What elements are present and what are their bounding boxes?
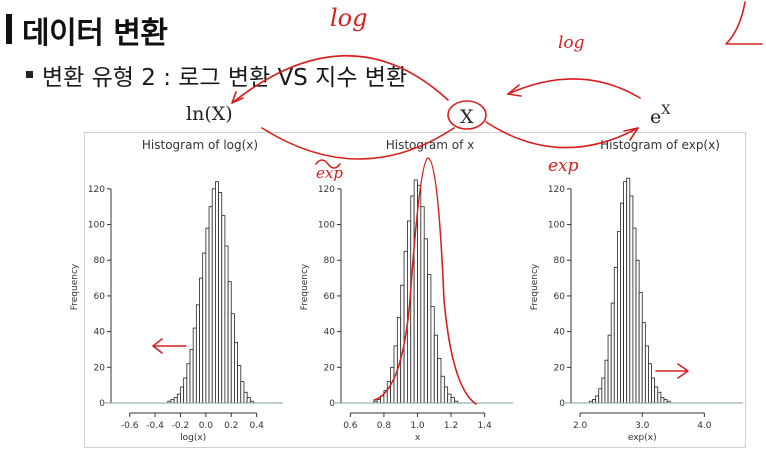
right-skew-arrow	[655, 363, 689, 379]
y-tick-label: 120	[88, 185, 105, 195]
x-tick-label: 0.4	[249, 421, 264, 431]
x-tick-label: -0.2	[172, 421, 190, 431]
chart-title: Histogram of x	[386, 138, 475, 152]
y-tick-label: 60	[554, 292, 566, 302]
left-skew-arrow	[152, 338, 187, 354]
x-axis-label: log(x)	[180, 433, 206, 443]
x-label: X	[460, 106, 474, 128]
y-tick-label: 120	[318, 185, 335, 195]
chart-title: Histogram of log(x)	[142, 138, 258, 152]
right-log-arrowhead	[507, 84, 522, 97]
x-axis-label: x	[415, 433, 421, 443]
y-tick-label: 0	[99, 399, 105, 409]
y-tick-label: 40	[324, 328, 336, 338]
x-tick-label: 0.0	[199, 421, 214, 431]
y-tick-label: 40	[554, 328, 566, 338]
bullet-text: 변환 유형 2 : 로그 변환 VS 지수 변환	[42, 65, 408, 91]
x-circle	[447, 100, 487, 130]
right-exp-arrow	[485, 121, 639, 149]
x-tick-label: 1.4	[477, 421, 492, 431]
top-log-annotation: log	[330, 4, 368, 32]
x-tick-label: -0.4	[146, 421, 164, 431]
y-tick-label: 120	[548, 185, 565, 195]
x-axis-label: exp(x)	[628, 433, 657, 443]
y-tick-label: 40	[94, 328, 106, 338]
x-tick-label: 3.0	[635, 421, 650, 431]
title-accent-bar	[6, 14, 12, 44]
y-tick-label: 100	[548, 221, 565, 231]
histogram-1: Histogram of log(x) 0 20 40 60 80 100 120 Freque…	[70, 138, 283, 443]
right-log-arrow	[507, 78, 641, 99]
exp-base: e	[650, 106, 662, 128]
y-tick-label: 80	[324, 256, 336, 266]
y-axis-label: Frequency	[530, 263, 540, 310]
x-tick-label: 0.6	[343, 421, 358, 431]
x-tick-label: 2.0	[573, 421, 588, 431]
x-tick-label: 4.0	[697, 421, 712, 431]
ln-x-label: ln(X)	[186, 103, 233, 125]
histogram-panel: Histogram of log(x) 0 20 40 60 80 100 120 Freque…	[70, 132, 746, 448]
log-arrow	[231, 55, 449, 104]
exp-exponent: X	[661, 103, 671, 118]
y-axis-label: Frequency	[300, 263, 310, 310]
y-tick-label: 20	[94, 363, 106, 373]
ink-squiggle	[315, 159, 341, 169]
right-log-annotation: log	[558, 33, 585, 53]
x-tick-label: 0.2	[224, 421, 238, 431]
y-tick-label: 60	[324, 292, 336, 302]
y-axis-label: Frequency	[70, 263, 80, 310]
chart-title: Histogram of exp(x)	[600, 138, 720, 152]
slide-title: 데이터 변환	[22, 16, 168, 51]
y-tick-label: 80	[554, 256, 566, 266]
histogram-3: Histogram of exp(x) 0 20 40 60 80 100 120 Freque…	[530, 138, 743, 443]
x-tick-label: 0.8	[377, 421, 392, 431]
y-tick-label: 20	[554, 363, 566, 373]
x-tick-label: 1.2	[444, 421, 458, 431]
exp-arrow	[261, 127, 455, 160]
x-tick-label: -0.6	[121, 421, 139, 431]
bullet-marker	[26, 71, 33, 78]
x-tick-label: 1.0	[410, 421, 425, 431]
bell-curve-sketch	[373, 157, 477, 405]
left-exp-annotation: exp	[316, 164, 343, 182]
exp-x-label: eX	[650, 103, 671, 128]
corner-ink-stroke	[725, 1, 763, 45]
y-tick-label: 20	[324, 363, 336, 373]
y-tick-label: 0	[559, 399, 565, 409]
y-tick-label: 100	[88, 221, 105, 231]
right-exp-arrowhead	[623, 127, 639, 141]
log-arrowhead	[231, 91, 244, 104]
histograms-figure: Histogram of log(x) 0 20 40 60 80 100 120 Freque…	[70, 138, 743, 443]
y-tick-label: 60	[94, 292, 106, 302]
right-exp-annotation: exp	[548, 156, 579, 176]
y-tick-label: 80	[94, 256, 106, 266]
y-tick-label: 0	[329, 399, 335, 409]
y-tick-label: 100	[318, 221, 335, 231]
